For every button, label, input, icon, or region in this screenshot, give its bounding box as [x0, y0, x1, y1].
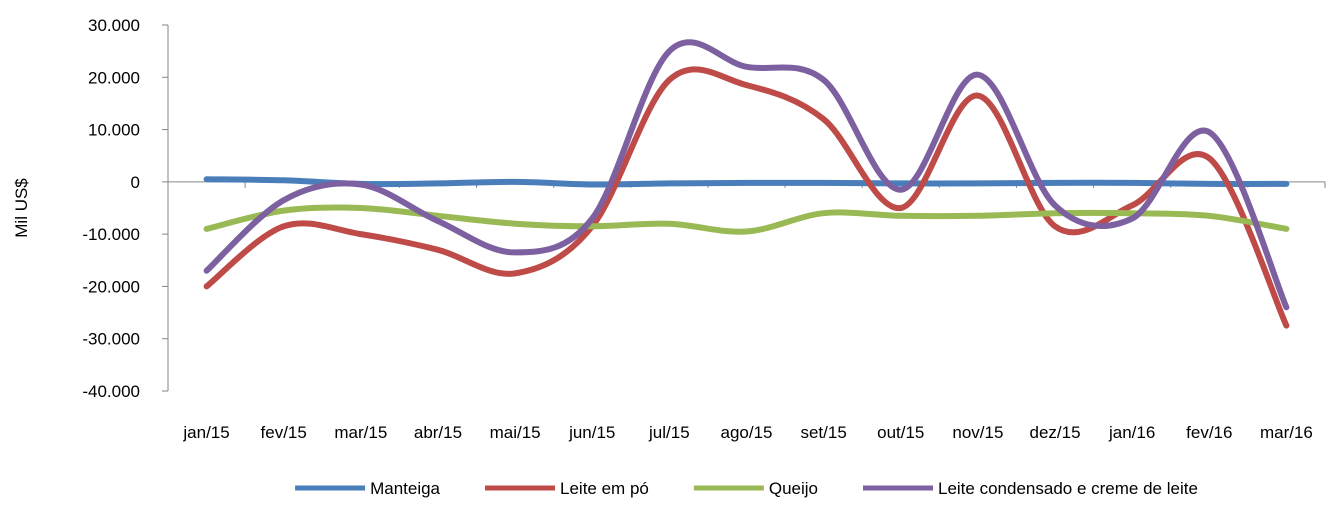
x-tick-label: jan/16	[1108, 423, 1155, 442]
y-axis-title-group: Mil US$	[12, 178, 31, 238]
legend-label-3: Queijo	[769, 479, 818, 498]
x-tick-label: mar/16	[1260, 423, 1313, 442]
y-tick-label: 0	[131, 173, 140, 192]
y-tick-label: -40.000	[82, 382, 140, 401]
series-line-4	[203, 39, 1290, 311]
y-tick-label: 30.000	[88, 16, 140, 35]
x-tick-label: abr/15	[414, 423, 462, 442]
x-tick-label: set/15	[800, 423, 846, 442]
y-tick-label: 20.000	[88, 68, 140, 87]
legend-label-4: Leite condensado e creme de leite	[938, 479, 1198, 498]
y-axis-title: Mil US$	[12, 178, 31, 238]
legend: Manteiga Leite em pó Queijo Leite condensad…	[295, 479, 1198, 498]
series-lines	[203, 39, 1290, 329]
x-tick-label: fev/16	[1186, 423, 1232, 442]
x-tick-label: mar/15	[334, 423, 387, 442]
legend-label-2: Leite em pó	[560, 479, 649, 498]
x-tick-label: jul/15	[648, 423, 690, 442]
x-tick-label: nov/15	[952, 423, 1003, 442]
y-tick-label: 10.000	[88, 121, 140, 140]
series-line-1	[203, 176, 1290, 188]
x-tick-label: jan/15	[182, 423, 229, 442]
x-tick-label: out/15	[877, 423, 924, 442]
legend-label-1: Manteiga	[370, 479, 440, 498]
x-tick-label: mai/15	[490, 423, 541, 442]
x-tick-label: jun/15	[568, 423, 615, 442]
series-line-3	[203, 204, 1290, 235]
y-tick-label: -20.000	[82, 277, 140, 296]
y-ticks: -40.000 -30.000 -20.000 -10.000 0 10.000 20.00…	[82, 16, 168, 401]
x-ticks: jan/15 fev/15 mar/15 abr/15 mai/15 jun/15 jul/…	[167, 181, 1326, 442]
x-tick-label: ago/15	[721, 423, 773, 442]
y-tick-label: -30.000	[82, 330, 140, 349]
series-line-2	[203, 66, 1290, 329]
x-tick-label: dez/15	[1030, 423, 1081, 442]
x-tick-label: fev/15	[261, 423, 307, 442]
y-tick-label: -10.000	[82, 225, 140, 244]
